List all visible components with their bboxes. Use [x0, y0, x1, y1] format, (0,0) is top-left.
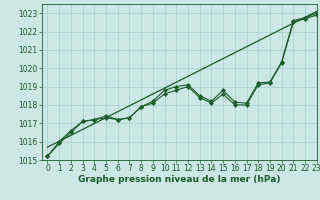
X-axis label: Graphe pression niveau de la mer (hPa): Graphe pression niveau de la mer (hPa) [78, 175, 280, 184]
